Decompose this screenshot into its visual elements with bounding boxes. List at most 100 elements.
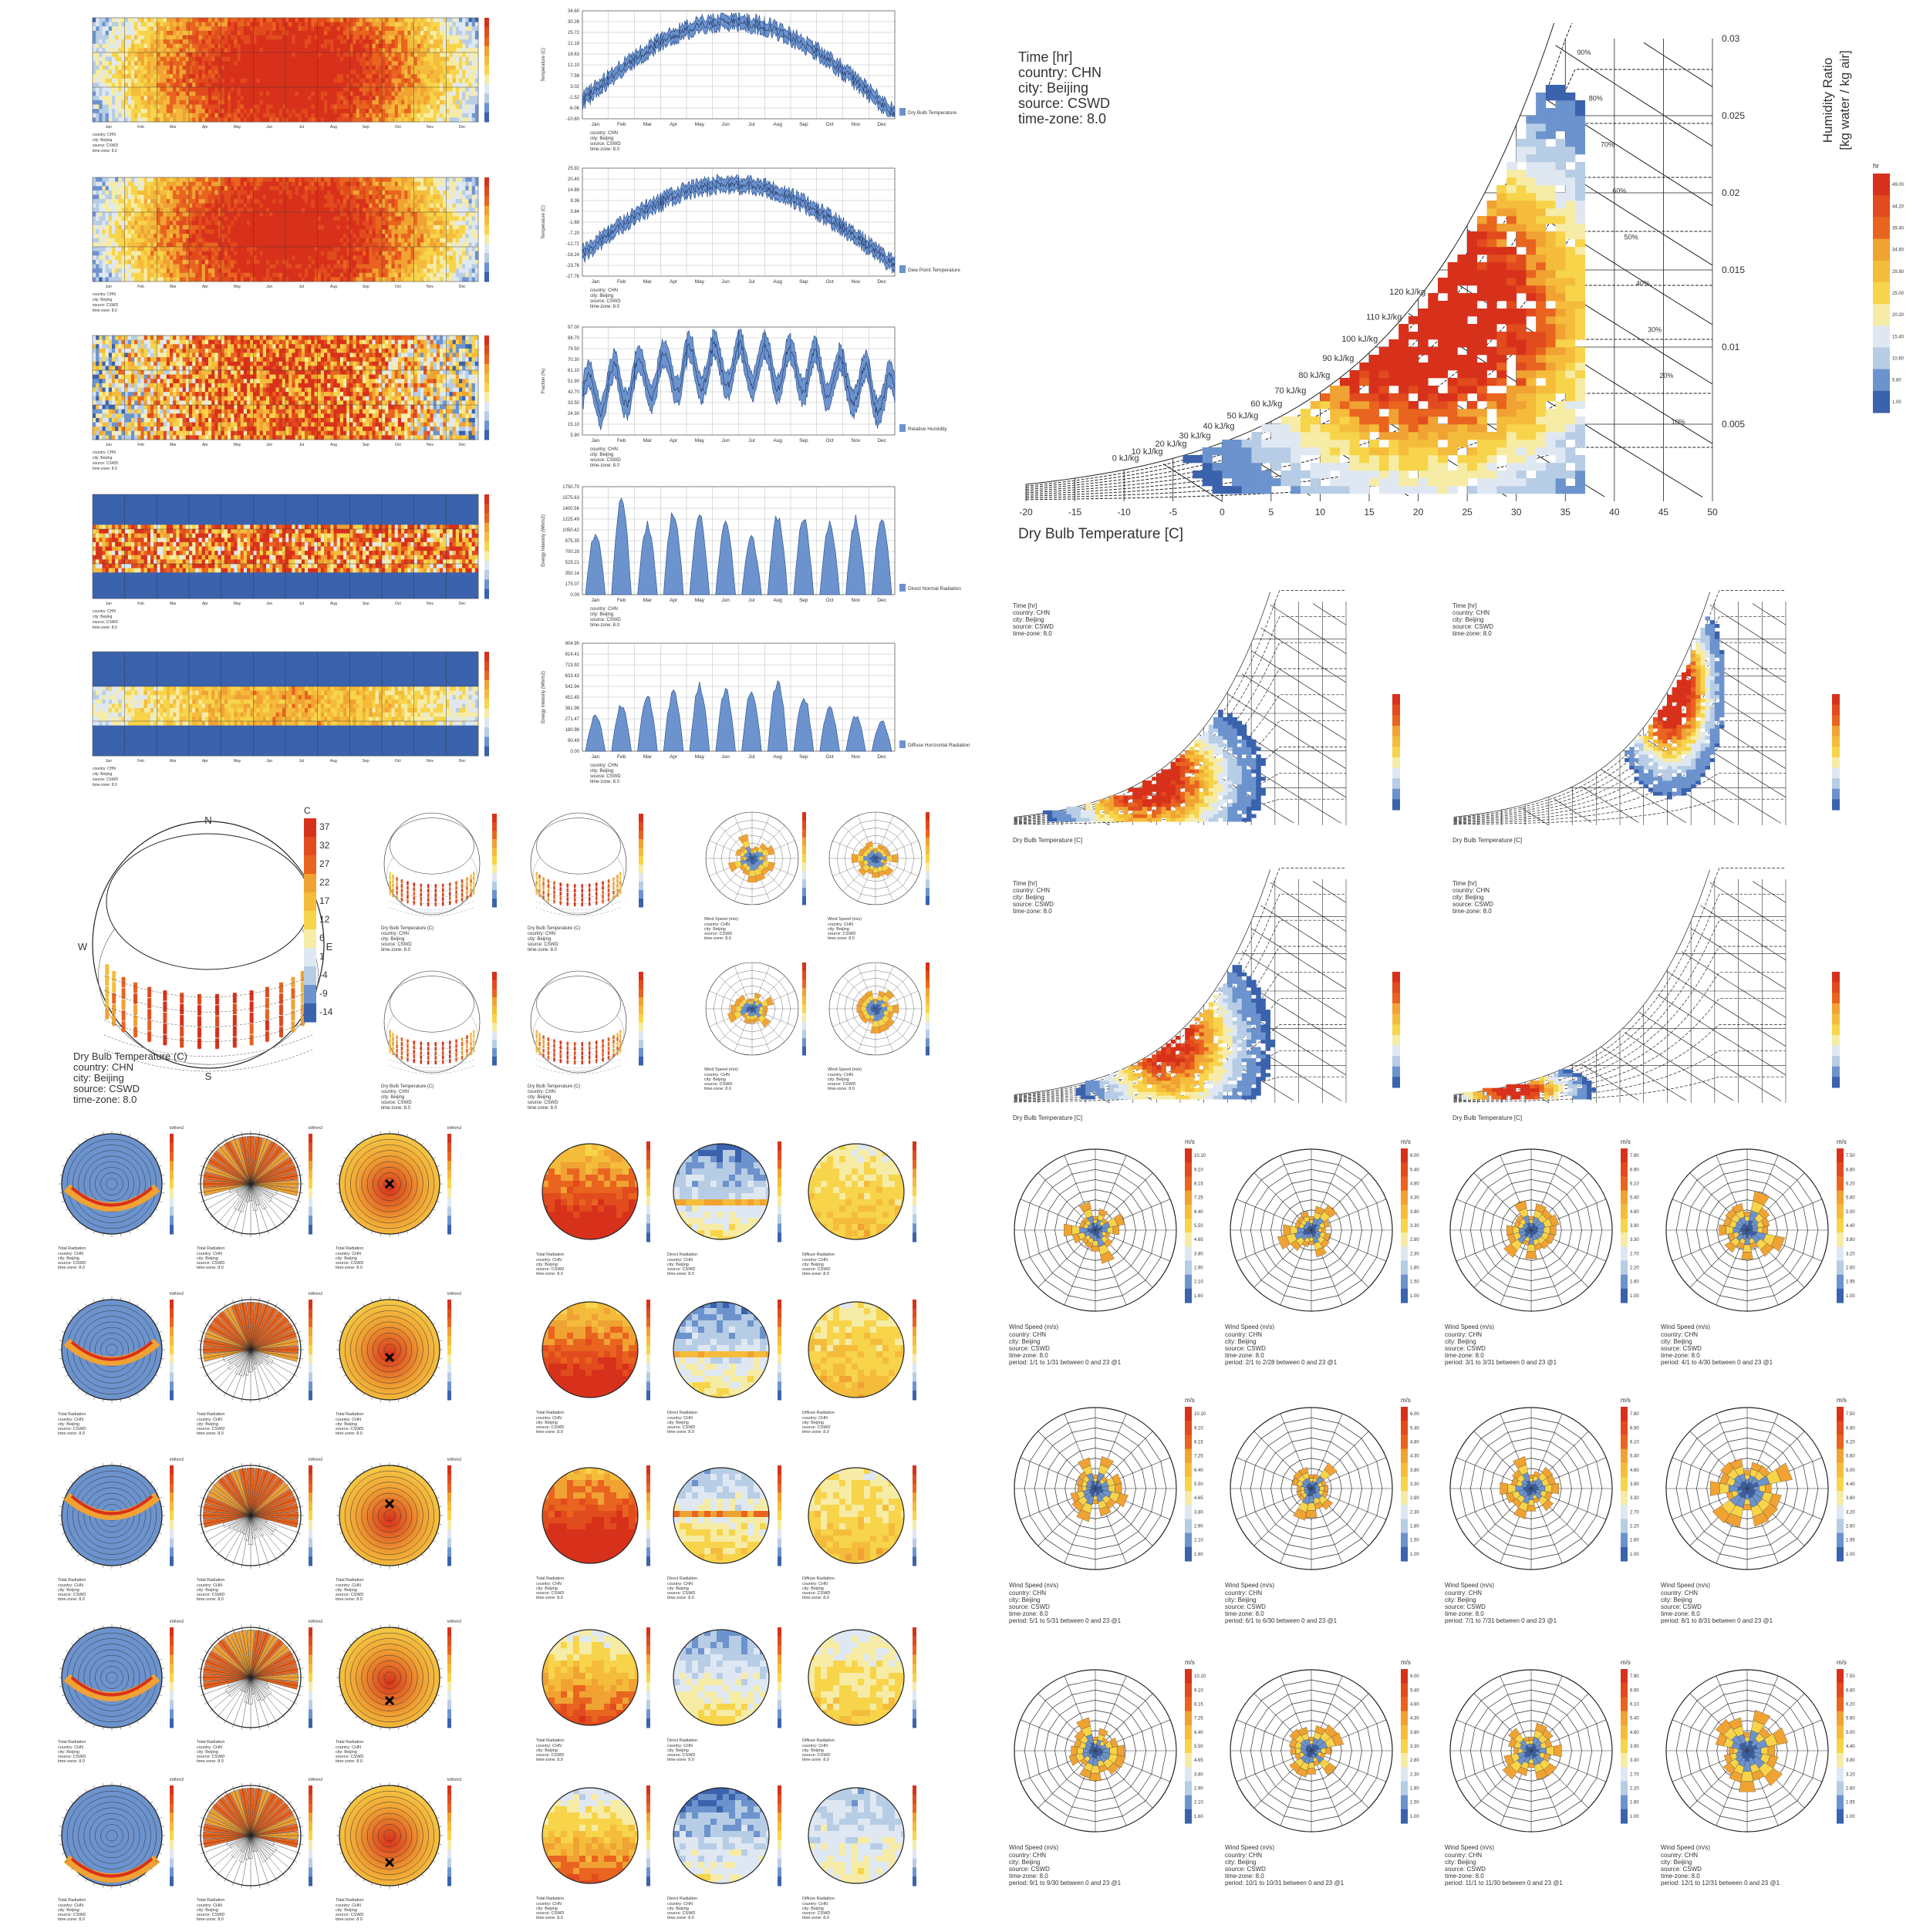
- heatmap-cell: [228, 217, 231, 221]
- heatmap-cell: [414, 109, 418, 113]
- heatmap-cell: [321, 182, 325, 187]
- heatmap-cell: [180, 74, 184, 79]
- heatmap-cell: [134, 44, 138, 49]
- heatmap-cell: [122, 70, 126, 75]
- heatmap-cell: [173, 177, 177, 182]
- heatmap-cell: [414, 74, 418, 79]
- heatmap-cell: [205, 52, 209, 57]
- heatmap-cell: [363, 100, 366, 105]
- heatmap-cell: [224, 234, 228, 238]
- heatmap-cell: [359, 195, 363, 200]
- heatmap-cell: [385, 26, 389, 31]
- heatmap-cell: [99, 61, 103, 66]
- heatmap-cell: [305, 225, 309, 230]
- heatmap-cell: [327, 66, 331, 70]
- heatmap-cell: [263, 96, 267, 100]
- heatmap-cell: [160, 182, 164, 187]
- heatmap-cell: [369, 31, 373, 35]
- heatmap-cell: [137, 182, 141, 187]
- heatmap-cell: [327, 195, 331, 200]
- heatmap-cell: [285, 83, 289, 87]
- heatmap-cell: [337, 191, 341, 195]
- heatmap-cell: [125, 247, 129, 251]
- heatmap-cell: [147, 57, 151, 62]
- heatmap-cell: [112, 268, 116, 273]
- heatmap-cell: [176, 195, 180, 200]
- heatmap-cell: [137, 18, 141, 22]
- heatmap-cell: [241, 242, 245, 247]
- heatmap-cell: [141, 230, 145, 234]
- heatmap-cell: [211, 48, 215, 52]
- heatmap-cell: [327, 212, 331, 217]
- heatmap-cell: [224, 238, 228, 243]
- heatmap-cell: [450, 105, 454, 110]
- heatmap-cell: [96, 273, 100, 278]
- heatmap-cell: [234, 105, 238, 110]
- heatmap-cell: [247, 26, 251, 31]
- heatmap-cell: [282, 260, 286, 265]
- heatmap-cell: [214, 61, 218, 66]
- heatmap-cell: [150, 182, 154, 187]
- heatmap-cell: [369, 70, 373, 75]
- heatmap-cell: [346, 79, 350, 83]
- heatmap-cell: [395, 83, 399, 87]
- heatmap-cell: [238, 52, 241, 57]
- heatmap-cell: [205, 100, 209, 105]
- heatmap-cell: [321, 234, 325, 238]
- heatmap-cell: [340, 52, 344, 57]
- heatmap-cell: [241, 195, 245, 200]
- heatmap-cell: [247, 96, 251, 100]
- heatmap-cell: [359, 61, 363, 66]
- heatmap-cell: [327, 18, 331, 22]
- heatmap-cell: [276, 251, 280, 256]
- heatmap-cell: [315, 70, 319, 75]
- heatmap-cell: [183, 195, 187, 200]
- heatmap-cell: [272, 48, 276, 52]
- heatmap-cell: [459, 113, 463, 118]
- heatmap-cell: [231, 70, 234, 75]
- heatmap-cell: [420, 87, 424, 92]
- heatmap-cell: [218, 277, 222, 282]
- heatmap-cell: [321, 100, 325, 105]
- heatmap-cell: [241, 265, 245, 269]
- heatmap-cell: [103, 48, 106, 52]
- heatmap-cell: [234, 247, 238, 251]
- heatmap-cell: [363, 242, 366, 247]
- heatmap-cell: [324, 225, 328, 230]
- heatmap-cell: [167, 18, 170, 22]
- heatmap-cell: [202, 105, 206, 110]
- heatmap-cell: [366, 44, 369, 49]
- heatmap-cell: [420, 74, 424, 79]
- heatmap-cell: [392, 109, 396, 113]
- heatmap-cell: [269, 57, 273, 62]
- heatmap-cell: [134, 61, 138, 66]
- heatmap-cell: [205, 265, 209, 269]
- heatmap-cell: [164, 79, 167, 83]
- heatmap-cell: [450, 39, 454, 44]
- heatmap-cell: [373, 57, 376, 62]
- heatmap-cell: [186, 100, 190, 105]
- heatmap-cell: [446, 66, 450, 70]
- heatmap-cell: [147, 182, 151, 187]
- heatmap-cell: [423, 113, 427, 118]
- heatmap-cell: [334, 22, 338, 27]
- heatmap-cell: [257, 212, 261, 217]
- heatmap-cell: [186, 234, 190, 238]
- heatmap-cell: [311, 26, 315, 31]
- heatmap-cell: [369, 57, 373, 62]
- heatmap-cell: [308, 182, 312, 187]
- heatmap-cell: [407, 83, 411, 87]
- heatmap-cell: [257, 44, 261, 49]
- heatmap-cell: [134, 31, 138, 35]
- heatmap-cell: [202, 117, 206, 122]
- heatmap-cell: [288, 186, 292, 191]
- heatmap-cell: [276, 247, 280, 251]
- heatmap-cell: [260, 247, 264, 251]
- heatmap-cell: [208, 48, 212, 52]
- heatmap-cell: [299, 92, 302, 96]
- heatmap-cell: [369, 217, 373, 221]
- heatmap-cell: [272, 44, 276, 49]
- heatmap-cell: [469, 39, 473, 44]
- heatmap-cell: [346, 18, 350, 22]
- heatmap-cell: [353, 39, 357, 44]
